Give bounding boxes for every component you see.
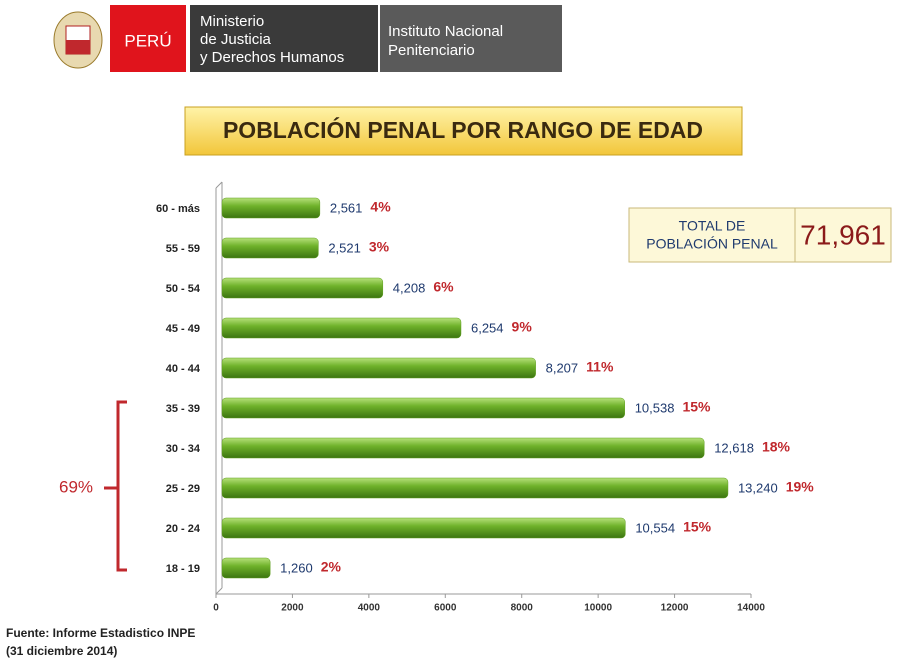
institute-line: Instituto Nacional: [388, 23, 503, 40]
bar: [221, 437, 705, 459]
x-tick-label: 8000: [511, 603, 534, 614]
ministry-line: de Justicia: [200, 31, 272, 48]
value-label: 12,618: [714, 440, 754, 455]
value-label: 2,561: [330, 200, 363, 215]
bar: [221, 397, 625, 419]
y-tick-label: 20 - 24: [166, 523, 201, 535]
y-tick-label: 35 - 39: [166, 403, 200, 415]
y-tick-label: 25 - 29: [166, 483, 200, 495]
bar: [221, 237, 319, 259]
bracket-label: 69%: [59, 477, 93, 496]
x-tick-label: 14000: [737, 603, 765, 614]
value-label: 13,240: [738, 480, 778, 495]
y-tick-label: 45 - 49: [166, 323, 200, 335]
source: (31 diciembre 2014): [6, 644, 117, 658]
y-tick-label: 50 - 54: [166, 283, 201, 295]
value-label: 10,554: [635, 520, 675, 535]
value-label: 2,521: [328, 240, 361, 255]
x-tick-label: 6000: [434, 603, 457, 614]
peru-box: [110, 5, 186, 72]
share-label: 6%: [433, 279, 454, 295]
share-label: 18%: [762, 439, 791, 455]
title-box: [184, 106, 743, 156]
bar: [221, 517, 626, 539]
total-label: TOTAL DE: [679, 218, 746, 234]
y-tick-label: 30 - 34: [166, 443, 201, 455]
x-tick-label: 0: [213, 603, 219, 614]
share-label: 19%: [786, 479, 815, 495]
axis-line: [215, 181, 223, 189]
bar: [221, 477, 729, 499]
value-label: 10,538: [635, 400, 675, 415]
institute-box: [380, 5, 562, 72]
total-label-box: [628, 207, 796, 263]
coat-of-arms: [53, 11, 103, 69]
bar: [221, 317, 462, 339]
bracket: [116, 400, 127, 572]
institute-line: Penitenciario: [388, 42, 475, 59]
share-label: 4%: [370, 199, 391, 215]
total-label: POBLACIÓN PENAL: [646, 236, 778, 252]
y-tick-label: 40 - 44: [166, 363, 201, 375]
ministry-line: y Derechos Humanos: [200, 49, 344, 66]
x-tick-label: 4000: [358, 603, 381, 614]
ministry-line: Ministerio: [200, 13, 264, 30]
country: PERÚ: [124, 31, 171, 50]
ministry-box: [190, 5, 378, 72]
share-label: 15%: [682, 399, 711, 415]
value-label: 6,254: [471, 320, 504, 335]
x-tick-label: 10000: [584, 603, 612, 614]
bar: [221, 357, 536, 379]
share-label: 15%: [683, 519, 712, 535]
bar: [221, 557, 271, 579]
value-label: 8,207: [546, 360, 579, 375]
x-tick-label: 12000: [661, 603, 689, 614]
share-label: 9%: [512, 319, 533, 335]
y-tick-label: 18 - 19: [166, 563, 200, 575]
y-tick-label: 60 - más: [156, 203, 200, 215]
total-value: 71,961: [800, 219, 886, 250]
bar: [221, 197, 321, 219]
share-label: 3%: [369, 239, 390, 255]
share-label: 2%: [321, 559, 342, 575]
chart-title: POBLACIÓN PENAL POR RANGO DE EDAD: [223, 116, 703, 143]
x-tick-label: 2000: [281, 603, 304, 614]
axis-line: [215, 587, 223, 595]
bar: [221, 277, 384, 299]
share-label: 11%: [586, 359, 614, 375]
source: Fuente: Informe Estadistico INPE: [6, 626, 195, 640]
total-value-box: [794, 207, 892, 263]
value-label: 4,208: [393, 280, 426, 295]
y-tick-label: 55 - 59: [166, 243, 200, 255]
value-label: 1,260: [280, 560, 313, 575]
